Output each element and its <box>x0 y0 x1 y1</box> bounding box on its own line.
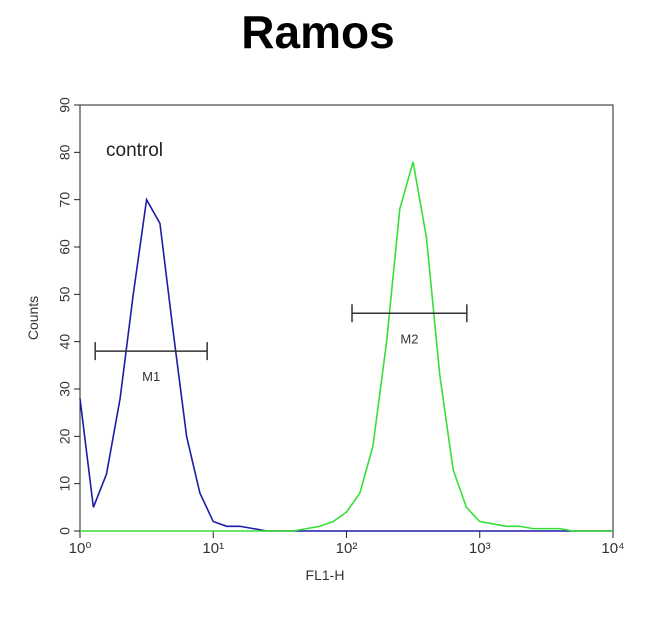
y-tick-label: 10 <box>57 476 73 492</box>
y-axis-label: Counts <box>25 296 41 340</box>
y-tick-label: 60 <box>57 239 73 255</box>
plot-frame <box>79 104 614 532</box>
x-tick-label: 10² <box>336 540 358 557</box>
y-tick-label: 50 <box>57 286 73 302</box>
y-tick-label: 70 <box>57 192 73 208</box>
x-axis-label: FL1-H <box>306 567 345 583</box>
series-line <box>80 161 613 532</box>
y-tick-label: 0 <box>57 527 73 535</box>
series-line <box>79 197 613 532</box>
gate-label: M2 <box>400 331 418 346</box>
y-tick-label: 90 <box>57 97 73 113</box>
y-tick-label: 30 <box>57 381 73 397</box>
chart-title: Ramos <box>241 6 394 58</box>
gate-label: M1 <box>142 369 160 384</box>
x-tick-label: 10³ <box>469 540 491 557</box>
annotation: control <box>106 140 163 161</box>
x-tick-label: 10⁴ <box>601 540 624 557</box>
y-tick-label: 20 <box>57 428 73 444</box>
y-tick-label: 40 <box>57 334 73 350</box>
x-tick-label: 10⁰ <box>69 540 92 557</box>
y-tick-label: 80 <box>57 144 73 160</box>
x-tick-label: 10¹ <box>202 540 224 557</box>
